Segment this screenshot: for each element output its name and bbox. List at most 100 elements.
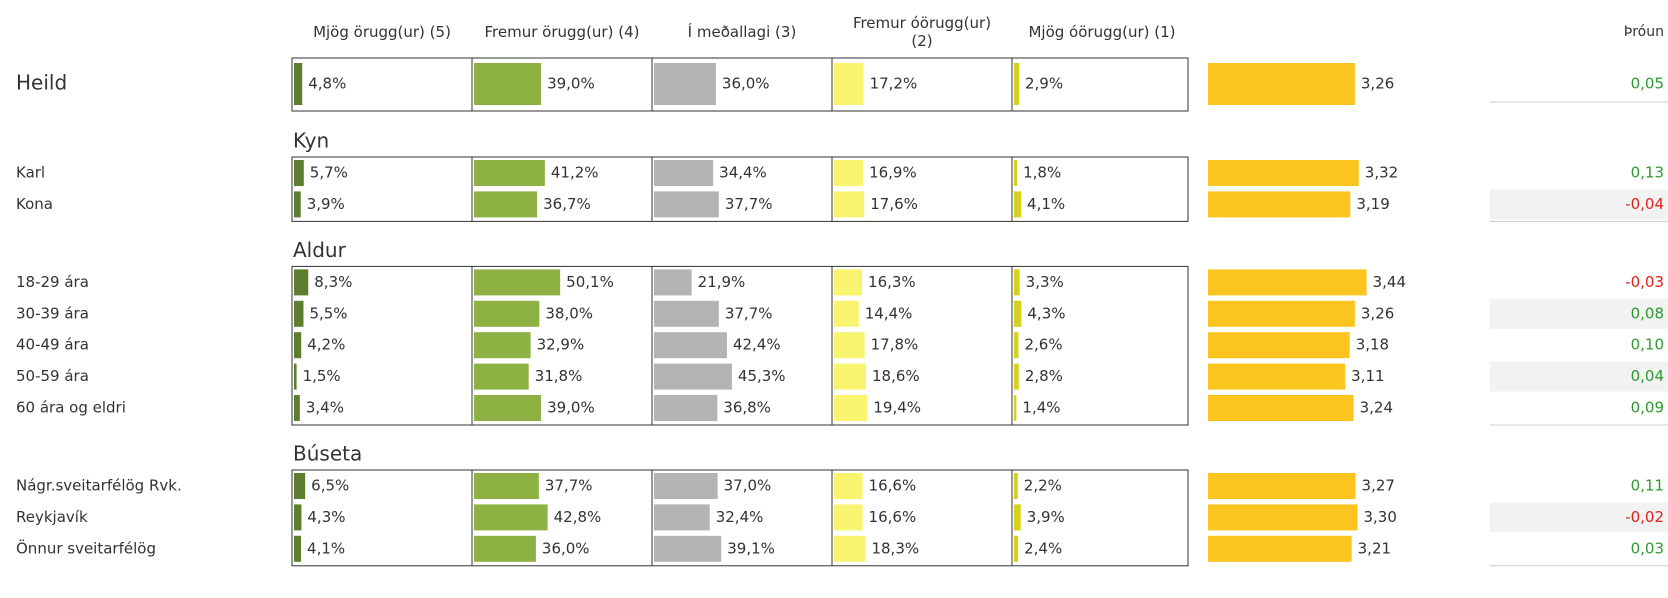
mean-label: 3,21 [1358, 539, 1391, 557]
segment-label: 17,2% [870, 75, 918, 93]
mean-bar [1208, 300, 1355, 327]
segment-label: 4,1% [1027, 195, 1065, 213]
segment-label: 1,4% [1022, 399, 1060, 417]
change-label: 0,03 [1631, 539, 1664, 557]
row-label: Nágr.sveitarfélög Rvk. [16, 477, 182, 495]
column-header: Fremur óörugg(ur) (2) [852, 14, 992, 50]
segment-label: 19,4% [873, 399, 921, 417]
segment-bar [834, 363, 866, 390]
segment-bar [294, 63, 303, 105]
mean-label: 3,18 [1356, 336, 1389, 354]
mean-bar [1208, 332, 1350, 359]
segment-label: 37,7% [725, 195, 773, 213]
segment-label: 32,9% [537, 336, 585, 354]
segment-label: 16,6% [869, 477, 917, 495]
segment-label: 4,2% [307, 336, 345, 354]
group-box [291, 57, 1189, 112]
segment-bar [1014, 395, 1017, 421]
segment-bar [654, 535, 722, 562]
segment-label: 2,8% [1025, 367, 1063, 385]
change-label: 0,04 [1631, 367, 1664, 385]
segment-label: 2,6% [1024, 336, 1062, 354]
mean-bar [1208, 269, 1367, 296]
change-bg [1490, 502, 1668, 533]
segment-bar [1014, 473, 1018, 499]
segment-label: 21,9% [698, 273, 746, 291]
segment-bar [294, 363, 297, 390]
segment-bar [294, 395, 300, 421]
segment-bar [474, 300, 540, 327]
row-label: 60 ára og eldri [16, 399, 126, 417]
segment-bar [834, 300, 859, 327]
segment-label: 36,8% [723, 399, 771, 417]
mean-bar [1208, 160, 1359, 186]
segment-label: 1,5% [303, 367, 341, 385]
segment-bar [294, 332, 302, 359]
segment-bar [654, 473, 718, 499]
mean-label: 3,11 [1351, 367, 1384, 385]
segment-label: 50,1% [566, 273, 614, 291]
segment-label: 32,4% [716, 508, 764, 526]
segment-bar [294, 300, 304, 327]
segment-bar [834, 535, 866, 562]
segment-label: 37,0% [724, 477, 772, 495]
segment-bar [474, 160, 545, 186]
segment-bar [294, 269, 309, 296]
group-title: Kyn [293, 129, 329, 153]
segment-label: 18,3% [871, 539, 919, 557]
change-label: 0,13 [1631, 164, 1664, 182]
segment-label: 38,0% [545, 304, 593, 322]
segment-label: 6,5% [311, 477, 349, 495]
segment-bar [474, 535, 536, 562]
change-label: -0,03 [1625, 273, 1664, 291]
mean-bar [1208, 473, 1356, 499]
mean-label: 3,19 [1356, 195, 1389, 213]
change-bg [1490, 298, 1668, 329]
segment-label: 3,9% [1027, 508, 1065, 526]
segment-label: 5,5% [309, 304, 347, 322]
segment-label: 36,0% [722, 75, 770, 93]
segment-bar [1014, 363, 1019, 390]
segment-bar [1014, 504, 1021, 531]
segment-bar [654, 300, 719, 327]
segment-label: 45,3% [738, 367, 786, 385]
segment-label: 39,0% [547, 399, 595, 417]
segment-bar [294, 160, 304, 186]
segment-bar [654, 269, 692, 296]
segment-label: 4,8% [308, 75, 346, 93]
segment-bar [834, 160, 864, 186]
segment-bar [834, 504, 863, 531]
segment-label: 2,9% [1025, 75, 1063, 93]
column-header: Fremur örugg(ur) (4) [484, 23, 640, 41]
segment-bar [654, 191, 719, 218]
mean-label: 3,30 [1364, 508, 1397, 526]
segment-label: 1,8% [1023, 164, 1061, 182]
segment-label: 41,2% [551, 164, 599, 182]
segment-label: 42,4% [733, 336, 781, 354]
segment-label: 2,4% [1024, 539, 1062, 557]
segment-bar [834, 63, 864, 105]
change-label: 0,08 [1631, 304, 1664, 322]
segment-bar [474, 395, 542, 421]
segment-label: 36,0% [542, 539, 590, 557]
row-label: 40-49 ára [16, 336, 89, 354]
segment-label: 42,8% [554, 508, 602, 526]
segment-label: 3,4% [306, 399, 344, 417]
segment-bar [654, 160, 714, 186]
mean-label: 3,32 [1365, 164, 1398, 182]
row-label: 30-39 ára [16, 304, 89, 322]
segment-bar [294, 473, 306, 499]
mean-label: 3,44 [1373, 273, 1406, 291]
change-bg [1490, 189, 1668, 220]
segment-label: 18,6% [872, 367, 920, 385]
segment-bar [474, 63, 542, 105]
row-label: Kona [16, 195, 53, 213]
mean-bar [1208, 363, 1346, 390]
segment-bar [294, 535, 302, 562]
segment-bar [1014, 63, 1019, 105]
change-label: 0,11 [1631, 477, 1664, 495]
mean-bar [1208, 535, 1352, 562]
segment-label: 4,1% [307, 539, 345, 557]
segment-bar [654, 363, 732, 390]
segment-label: 36,7% [543, 195, 591, 213]
